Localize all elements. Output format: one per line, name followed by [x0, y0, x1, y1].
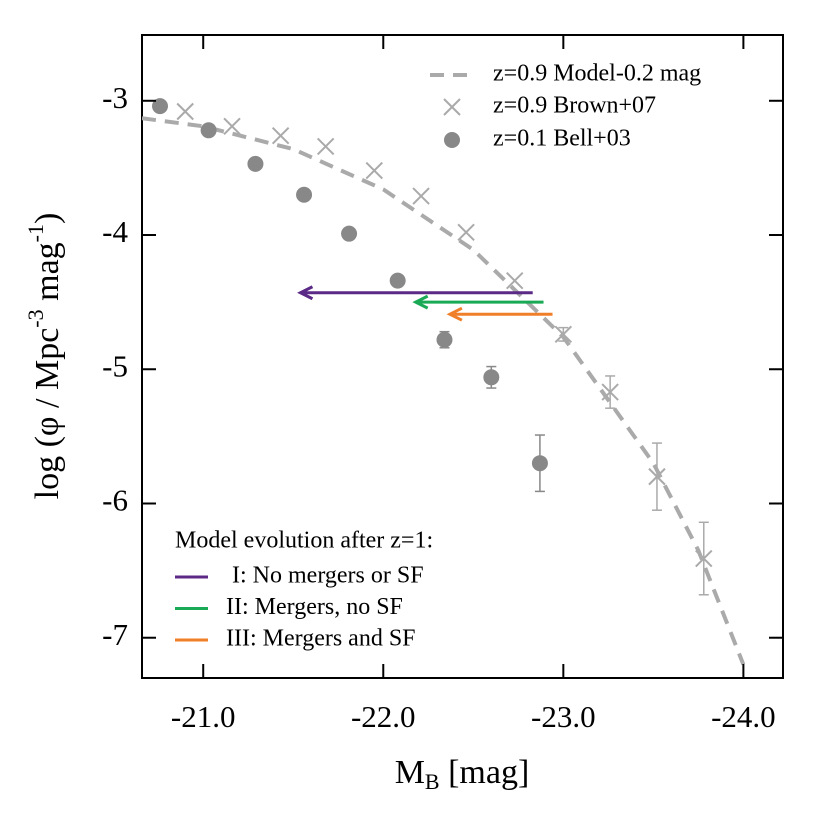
data-point	[506, 271, 524, 290]
legend-label: z=0.9 Model-0.2 mag	[493, 61, 701, 87]
data-point	[223, 117, 241, 135]
y-tick-label: -3	[102, 80, 128, 115]
data-point	[554, 325, 573, 344]
y-axis-label: log (φ / Mpc-3 mag-1)	[23, 213, 66, 500]
y-label-part: -1	[23, 224, 48, 242]
legend-label: z=0.9 Brown+07	[493, 93, 656, 119]
legend-label: III: Mergers and SF	[226, 626, 416, 652]
x-axis-label: MB [mag]	[395, 754, 530, 794]
y-label-part: log (φ / Mpc	[29, 328, 66, 500]
data-point	[271, 126, 290, 145]
data-point	[695, 549, 713, 568]
model-line	[142, 116, 746, 666]
y-tick-label: -7	[102, 617, 128, 652]
legend-symbol	[444, 132, 460, 148]
data-point	[296, 186, 313, 203]
evolution-arrow	[446, 306, 553, 322]
data-point	[436, 331, 453, 348]
data-point	[176, 102, 194, 121]
x-tick-label: -24.0	[711, 699, 776, 734]
data-point	[457, 223, 475, 242]
y-tick-label: -6	[102, 483, 128, 518]
x-label-part: [mag]	[440, 754, 530, 791]
data-point	[389, 272, 406, 289]
x-label-part: M	[395, 754, 425, 791]
y-tick-label: -5	[102, 348, 128, 383]
y-label-part: -3	[23, 309, 48, 327]
y-label-part: )	[29, 213, 66, 224]
data-point	[365, 161, 383, 180]
arrow-legend-title: Model evolution after z=1:	[175, 528, 433, 554]
x-tick-label: -23.0	[531, 699, 596, 734]
legend-label: II: Mergers, no SF	[226, 594, 403, 620]
data-point	[648, 467, 666, 486]
y-tick-label: -4	[102, 214, 128, 249]
data-point	[200, 122, 217, 139]
data-point	[247, 155, 264, 172]
data-point	[531, 455, 548, 472]
data-point	[601, 383, 619, 401]
y-label-part: mag	[29, 242, 66, 309]
data-point	[412, 187, 430, 205]
data-point	[316, 137, 335, 156]
evolution-arrow	[297, 285, 533, 301]
x-label-sub: B	[425, 769, 440, 794]
plot-frame	[141, 34, 784, 679]
data-point	[341, 225, 358, 242]
data-point	[483, 369, 500, 386]
evolution-arrow	[412, 294, 544, 310]
x-tick-label: -21.0	[171, 699, 236, 734]
plot-area	[142, 98, 746, 666]
x-tick-label: -22.0	[351, 699, 416, 734]
data-point	[152, 98, 169, 115]
legend-label: I: No mergers or SF	[226, 563, 424, 589]
legend-symbol	[443, 98, 461, 116]
legend-label: z=0.1 Bell+03	[493, 126, 631, 152]
